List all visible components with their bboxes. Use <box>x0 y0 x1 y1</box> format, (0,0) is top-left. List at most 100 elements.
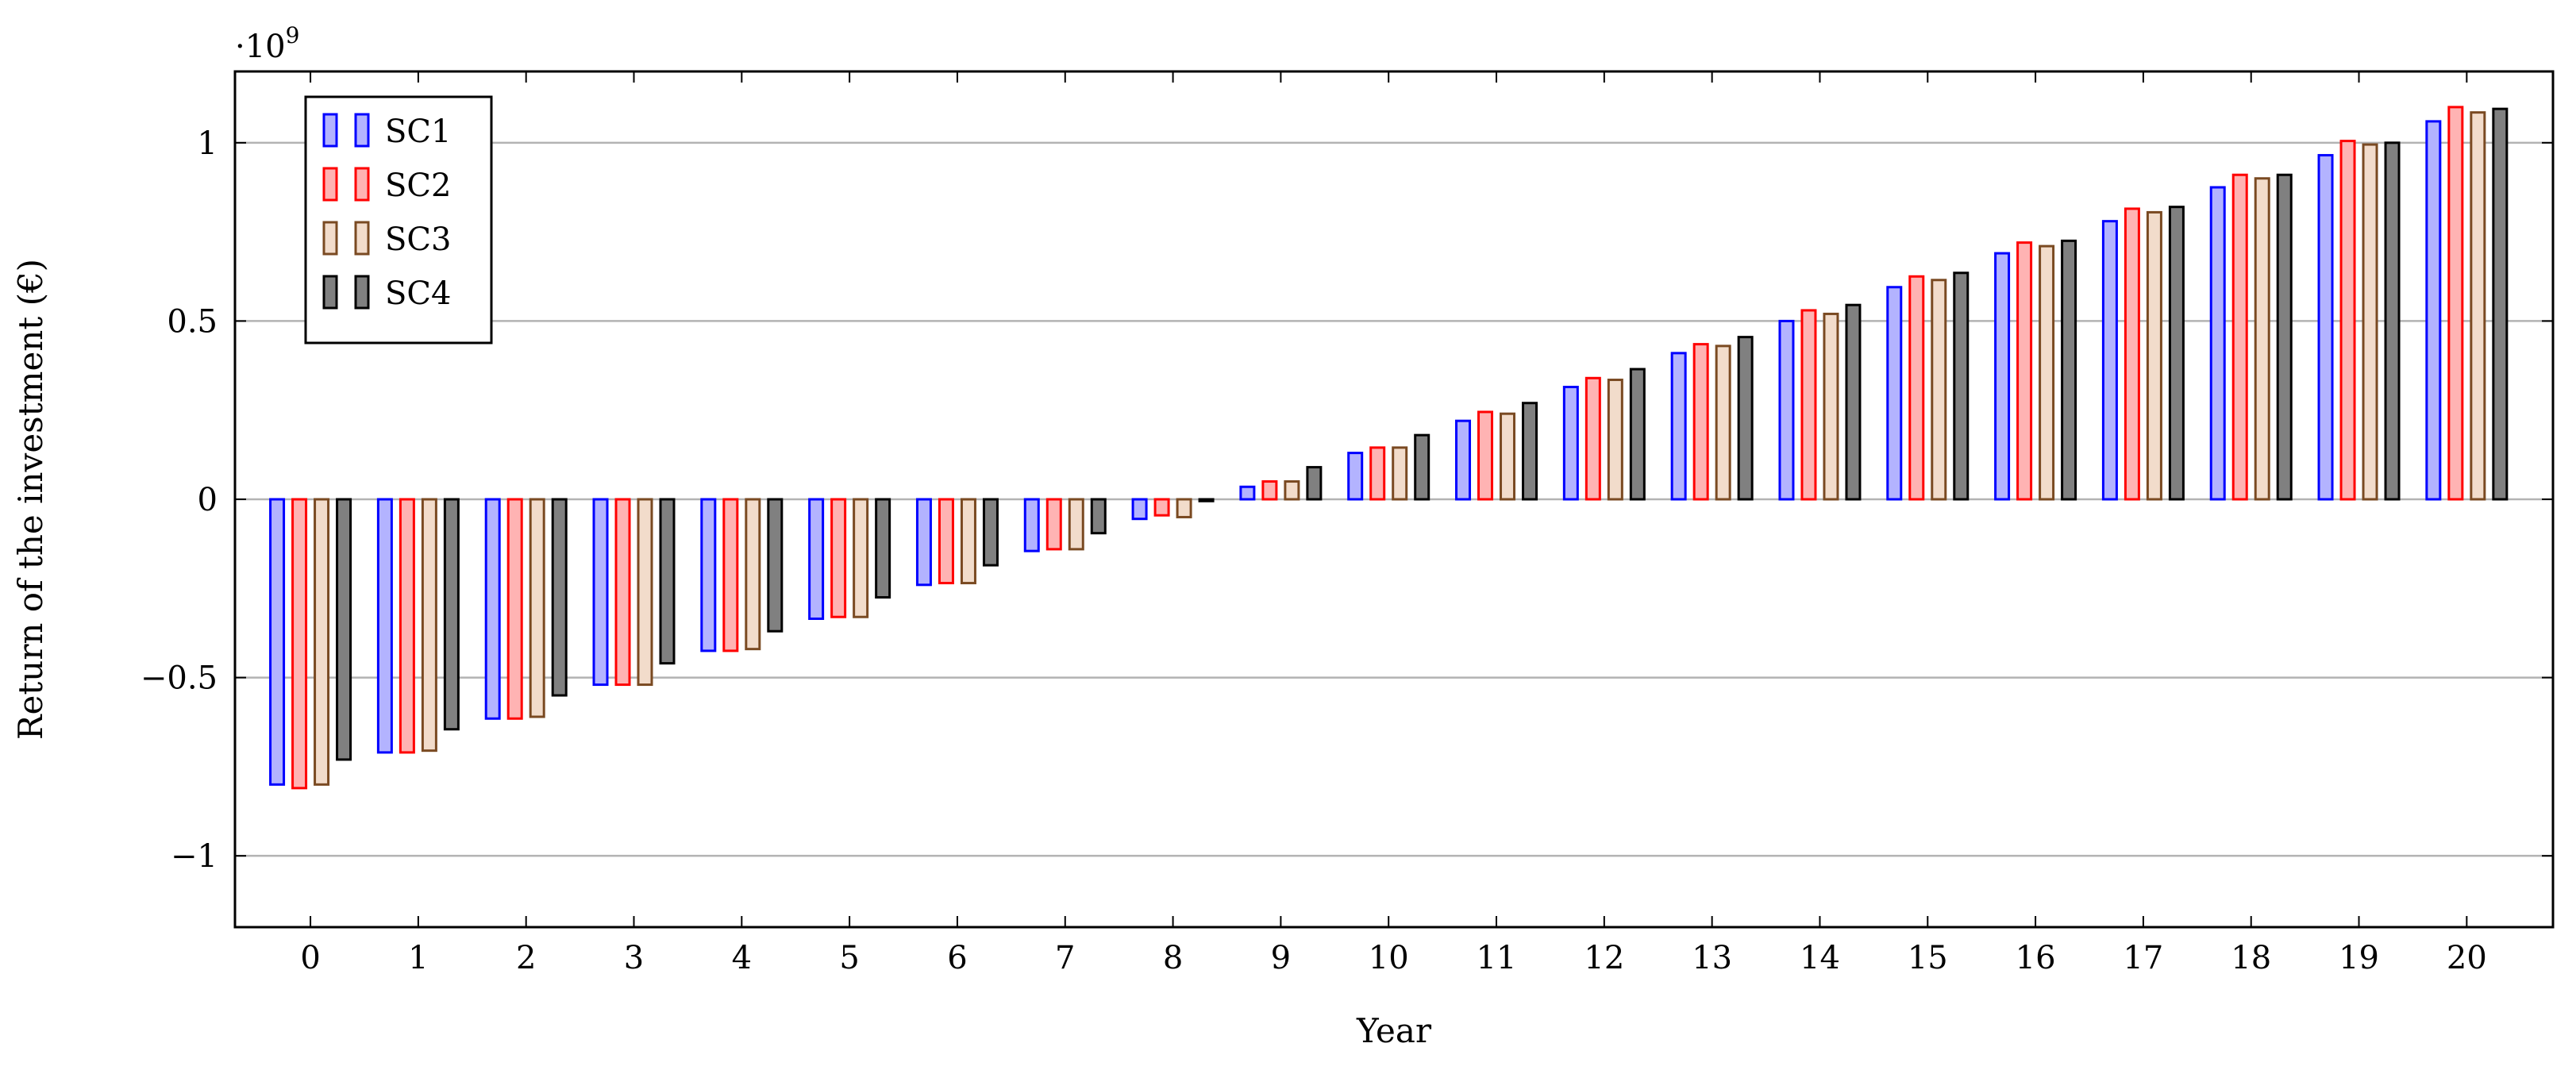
bar-sc3-year-5 <box>853 498 869 618</box>
bar-sc4-year-5 <box>875 498 891 599</box>
bar-sc3-year-0 <box>314 498 330 786</box>
bar-sc1-year-0 <box>269 498 286 786</box>
bar-sc2-year-9 <box>1261 480 1278 501</box>
x-tick-label: 14 <box>1800 940 1840 976</box>
bar-sc2-year-6 <box>938 498 954 585</box>
bar-sc1-year-4 <box>700 498 717 652</box>
bar-sc3-year-4 <box>745 498 761 651</box>
x-tick-label: 12 <box>1584 940 1624 976</box>
bar-sc3-year-13 <box>1715 345 1731 501</box>
bar-sc4-year-19 <box>2384 141 2401 501</box>
bar-sc4-year-17 <box>2168 206 2185 501</box>
x-tick-label: 4 <box>732 940 752 976</box>
bar-sc3-year-8 <box>1176 498 1192 518</box>
bar-sc2-year-7 <box>1045 498 1062 551</box>
bar-sc4-year-12 <box>1629 368 1646 501</box>
legend-swatch <box>354 275 370 310</box>
x-tick-label: 11 <box>1477 940 1517 976</box>
bar-sc4-year-7 <box>1090 498 1107 535</box>
bar-sc2-year-14 <box>1800 309 1817 501</box>
bar-sc3-year-18 <box>2254 177 2270 501</box>
bar-sc1-year-1 <box>376 498 393 754</box>
bar-sc2-year-10 <box>1369 446 1386 501</box>
legend-label: SC3 <box>385 221 451 258</box>
x-tick-label: 0 <box>300 940 320 976</box>
y-tick-label: 0.5 <box>167 303 218 340</box>
bar-sc2-year-15 <box>1908 275 1925 501</box>
bar-sc1-year-20 <box>2425 120 2442 501</box>
bar-sc1-year-19 <box>2317 154 2334 501</box>
bar-sc2-year-5 <box>830 498 847 618</box>
legend-item-sc4: SC4 <box>322 275 451 312</box>
bar-sc1-year-17 <box>2101 220 2118 501</box>
x-tick-label: 2 <box>516 940 536 976</box>
legend-swatch <box>354 113 370 148</box>
bar-sc4-year-9 <box>1306 466 1323 501</box>
x-tick-label: 1 <box>408 940 428 976</box>
bar-sc3-year-9 <box>1284 480 1300 501</box>
legend-swatch <box>322 113 338 148</box>
bar-sc1-year-12 <box>1562 386 1579 501</box>
bar-sc3-year-3 <box>637 498 653 687</box>
y-axis-title: Return of the investment (€) <box>11 259 50 740</box>
bar-sc4-year-1 <box>443 498 460 731</box>
axis-ticks: −1−0.500.510 1 2 3 4 5 6 7 8 9 10 11 12 13 14 15 16 17 18 1… <box>141 71 2553 976</box>
x-tick-label: 9 <box>1271 940 1291 976</box>
legend-swatch <box>354 221 370 256</box>
legend-label: SC4 <box>385 275 451 312</box>
y-axis-multiplier: ·109 <box>235 22 299 65</box>
bar-sc4-year-11 <box>1522 402 1538 501</box>
legend-label: SC2 <box>385 167 451 204</box>
bar-sc4-year-6 <box>982 498 999 567</box>
y-axis-multiplier-exponent: 9 <box>286 22 300 48</box>
bar-sc3-year-17 <box>2146 210 2162 501</box>
bar-sc1-year-14 <box>1778 319 1795 501</box>
y-tick-label: 0 <box>198 482 218 518</box>
x-tick-label: 13 <box>1692 940 1732 976</box>
legend-item-sc3: SC3 <box>322 221 451 258</box>
bar-sc4-year-4 <box>767 498 784 633</box>
legend: SC1 SC2 SC3 SC4 <box>304 95 493 345</box>
bar-sc3-year-2 <box>529 498 545 718</box>
bar-sc3-year-20 <box>2470 111 2486 501</box>
bar-sc3-year-16 <box>2039 244 2055 501</box>
x-tick-label: 15 <box>1908 940 1948 976</box>
bar-sc4-year-16 <box>2061 239 2077 501</box>
bar-sc2-year-11 <box>1477 410 1494 501</box>
bar-sc4-year-18 <box>2276 173 2293 501</box>
bar-sc4-year-8 <box>1198 498 1215 502</box>
bar-sc1-year-11 <box>1455 419 1472 501</box>
bar-sc3-year-14 <box>1823 312 1839 501</box>
bar-sc3-year-12 <box>1607 379 1623 501</box>
bar-sc1-year-15 <box>1886 286 1903 501</box>
bar-sc1-year-2 <box>484 498 501 720</box>
bar-sc4-year-2 <box>551 498 568 697</box>
legend-item-sc1: SC1 <box>322 113 451 150</box>
bar-sc1-year-5 <box>808 498 825 620</box>
legend-swatch <box>354 167 370 202</box>
bar-sc4-year-15 <box>1953 271 1970 501</box>
bar-sc1-year-6 <box>915 498 932 587</box>
bar-sc1-year-10 <box>1347 452 1364 501</box>
bar-sc2-year-4 <box>722 498 739 652</box>
bar-sc2-year-2 <box>506 498 523 720</box>
bar-sc1-year-13 <box>1670 352 1687 501</box>
bar-sc2-year-19 <box>2339 140 2356 501</box>
bar-sc4-year-0 <box>336 498 352 761</box>
bar-sc1-year-9 <box>1239 485 1256 501</box>
bar-sc1-year-18 <box>2209 186 2226 501</box>
legend-item-sc2: SC2 <box>322 167 451 204</box>
x-tick-label: 3 <box>624 940 644 976</box>
x-tick-label: 5 <box>839 940 859 976</box>
y-tick-label: −1 <box>171 838 218 875</box>
legend-swatch <box>322 221 338 256</box>
bar-sc4-year-20 <box>2492 107 2509 501</box>
bar-sc4-year-13 <box>1737 336 1754 501</box>
bar-sc4-year-10 <box>1414 433 1430 501</box>
bar-sc2-year-18 <box>2231 173 2248 501</box>
bar-sc2-year-0 <box>291 498 308 790</box>
bar-sc2-year-17 <box>2124 207 2140 501</box>
bar-sc1-year-3 <box>592 498 609 687</box>
x-tick-label: 10 <box>1369 940 1409 976</box>
